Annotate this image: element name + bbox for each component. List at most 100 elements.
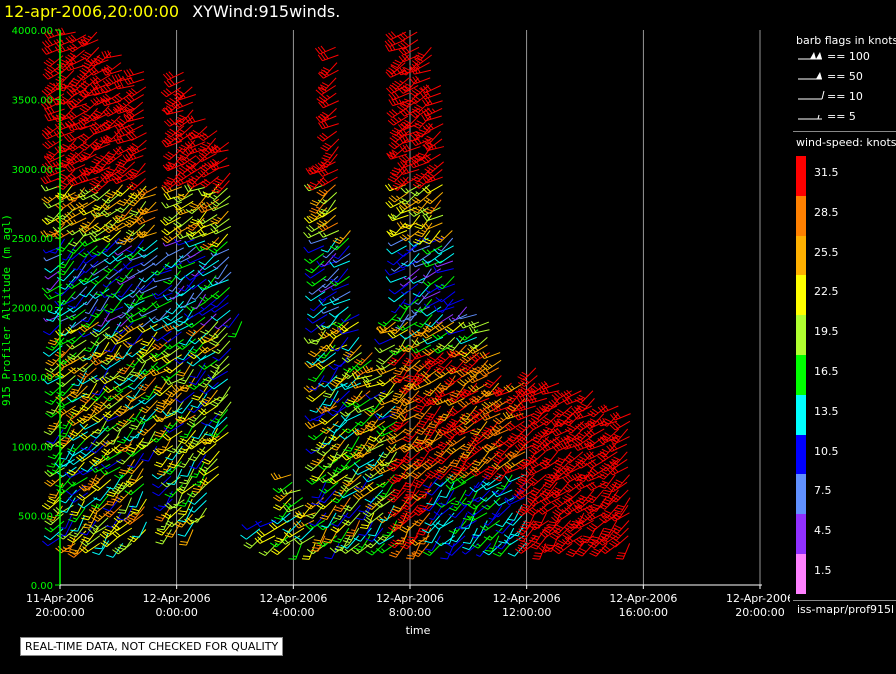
wind-barb	[100, 459, 122, 470]
wind-barb	[397, 176, 418, 186]
wind-barb	[305, 176, 325, 191]
wind-barb	[311, 482, 327, 499]
wind-barb	[388, 283, 409, 295]
wind-barb	[421, 520, 441, 534]
wind-barb	[340, 535, 359, 549]
wind-barb	[271, 512, 291, 525]
wind-barb	[197, 137, 217, 152]
wind-barb	[317, 191, 338, 205]
wind-barb	[167, 468, 183, 486]
wind-barb	[411, 54, 432, 66]
wind-barb	[321, 398, 340, 413]
wind-barb	[467, 375, 488, 384]
wind-barb	[163, 377, 185, 386]
wind-barb	[611, 504, 629, 520]
wind-barb	[304, 268, 325, 279]
wind-barb	[274, 527, 292, 543]
wind-barb	[316, 436, 336, 449]
wind-barb	[310, 451, 328, 466]
wind-barb	[122, 323, 144, 333]
wind-barb	[154, 452, 172, 468]
wind-barb	[103, 504, 123, 518]
wind-barb	[161, 354, 182, 364]
wind-barb	[104, 321, 122, 338]
wind-barb	[113, 489, 132, 503]
wind-barb	[187, 500, 207, 513]
wind-barb	[341, 337, 360, 352]
wind-barb	[78, 31, 98, 46]
wind-barb	[103, 252, 124, 265]
wind-barb	[270, 543, 291, 556]
wind-barb	[386, 146, 407, 159]
wind-barb	[114, 291, 135, 301]
wind-barb	[40, 175, 62, 185]
wind-barb	[40, 184, 62, 192]
wind-barb	[422, 474, 441, 489]
wind-barb	[42, 38, 63, 48]
wind-barb	[140, 331, 158, 347]
wind-barb	[320, 253, 337, 267]
wind-barb	[294, 504, 313, 519]
wind-barb	[597, 404, 619, 414]
wind-barb	[156, 437, 172, 454]
wind-barb	[54, 298, 76, 307]
barb-key-icon	[798, 72, 822, 80]
wind-barb	[178, 277, 196, 292]
wind-barb	[80, 314, 100, 328]
wind-barb	[173, 124, 193, 137]
wind-barb	[401, 359, 421, 372]
wind-barb	[399, 520, 419, 533]
source-label: iss-mapr/prof915l	[793, 600, 896, 622]
wind-barb	[413, 405, 432, 420]
wind-barb	[186, 171, 206, 185]
wind-barb	[117, 230, 135, 246]
wind-barb	[112, 382, 134, 393]
wind-barb	[387, 222, 406, 236]
wind-barb	[194, 244, 216, 252]
wind-barb	[64, 209, 85, 220]
wind-barb	[65, 309, 86, 321]
wind-barb	[320, 138, 340, 152]
wind-barb	[492, 543, 512, 557]
wind-barb	[241, 520, 262, 531]
speed-label: 4.5	[814, 524, 832, 538]
wind-barb	[318, 413, 339, 425]
wind-barb	[414, 214, 432, 230]
wind-barb	[116, 451, 135, 465]
wind-barb	[126, 178, 146, 191]
wind-barb	[67, 438, 86, 453]
wind-barb	[387, 115, 409, 126]
wind-barb	[175, 207, 197, 216]
speed-bin: 13.5	[796, 394, 896, 435]
wind-barb	[208, 241, 228, 254]
x-tick-label: 12:00:00	[502, 606, 551, 619]
wind-barb	[128, 185, 147, 200]
speed-label: 1.5	[814, 563, 832, 577]
wind-barb	[186, 278, 207, 290]
wind-barb	[515, 402, 536, 412]
wind-barb	[156, 391, 173, 408]
wind-barb	[387, 253, 407, 266]
legend-divider	[793, 131, 896, 132]
wind-barb	[65, 110, 87, 121]
wind-barb	[338, 327, 359, 335]
wind-barb	[397, 159, 419, 169]
wind-barb	[395, 314, 409, 330]
wind-barb	[318, 459, 339, 471]
wind-barb	[67, 202, 89, 211]
wind-barb	[425, 481, 444, 496]
speed-label: 16.5	[814, 364, 839, 378]
wind-barb	[382, 520, 398, 537]
wind-barb	[386, 62, 406, 75]
wind-barb	[332, 314, 351, 328]
wind-barb	[373, 535, 395, 545]
wind-barb	[186, 255, 206, 264]
wind-barb	[175, 109, 194, 124]
wind-barb	[406, 543, 421, 560]
wind-barb	[410, 344, 432, 354]
wind-barb	[328, 329, 349, 340]
x-axis-label: time	[406, 624, 431, 637]
wind-barb	[390, 176, 409, 191]
speed-bin: 7.5	[796, 474, 896, 515]
wind-barb	[411, 100, 431, 113]
